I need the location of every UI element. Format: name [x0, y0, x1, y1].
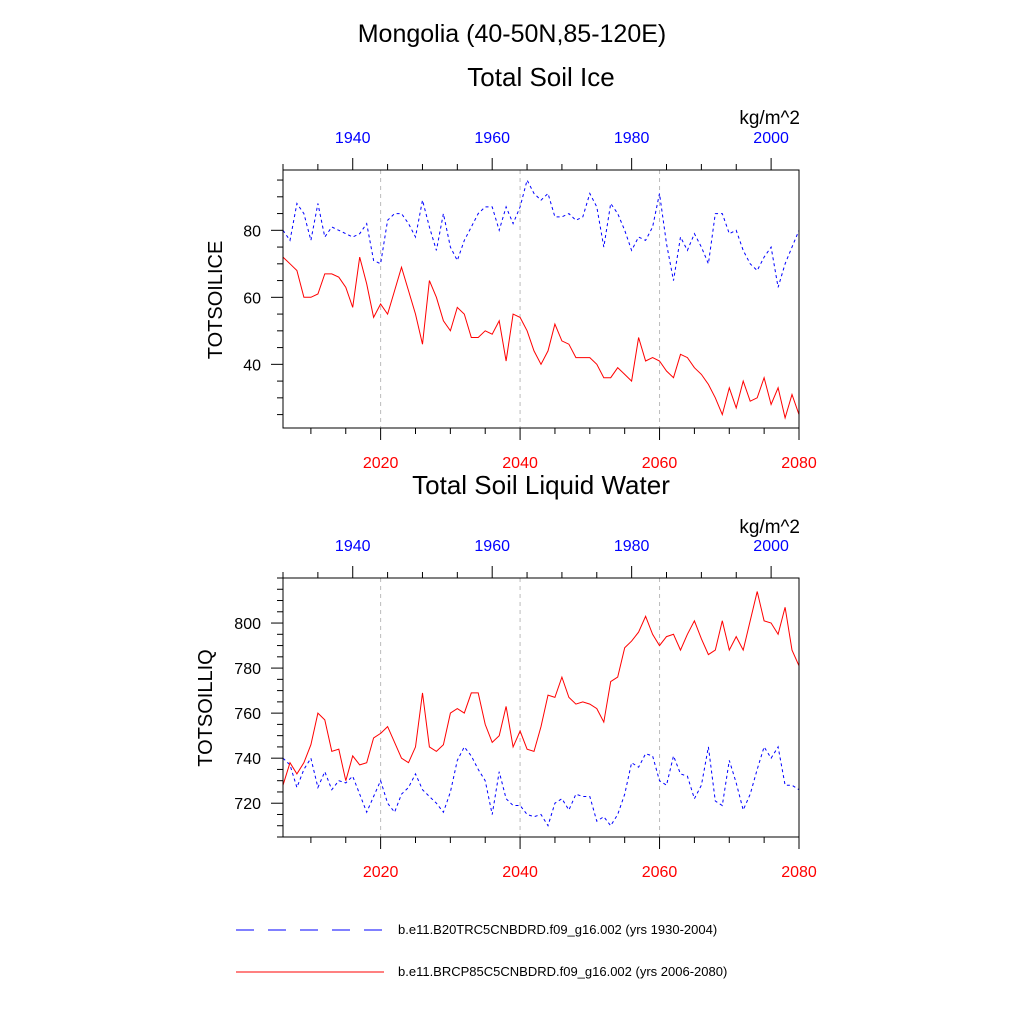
legend: b.e11.B20TRC5CNBDRD.f09_g16.002 (yrs 193…	[236, 922, 727, 979]
top-tick-label: 1980	[614, 538, 650, 555]
y-axis-label: TOTSOILICE	[205, 241, 227, 360]
bottom-tick-label: 2080	[781, 455, 817, 472]
y-axis-label: TOTSOILLIQ	[195, 649, 217, 766]
y-tick-label: 780	[234, 661, 261, 678]
bottom-tick-label: 2020	[363, 455, 399, 472]
y-tick-label: 40	[243, 357, 261, 374]
panel-total-soil-liquid-water: Total Soil Liquid Water kg/m^2 TOTSOILLI…	[195, 470, 817, 881]
y-tick-label: 60	[243, 290, 261, 307]
legend-label-historical: b.e11.B20TRC5CNBDRD.f09_g16.002 (yrs 193…	[398, 922, 717, 937]
legend-label-future: b.e11.BRCP85C5CNBDRD.f09_g16.002 (yrs 20…	[398, 964, 727, 979]
y-tick-label: 740	[234, 751, 261, 768]
top-tick-label: 1940	[335, 130, 371, 147]
figure-title: Mongolia (40-50N,85-120E)	[358, 20, 667, 48]
y-tick-label: 760	[234, 706, 261, 723]
bottom-tick-label: 2040	[502, 455, 538, 472]
y-axis-tick-labels: 40 60 80	[243, 223, 261, 374]
top-tick-label: 1960	[474, 538, 510, 555]
bottom-tick-label: 2060	[642, 864, 678, 881]
plot-frame	[282, 169, 800, 429]
top-axis-tick-labels: 1940 1960 1980 2000	[335, 130, 789, 147]
series-line-future	[282, 256, 800, 420]
y-tick-label: 80	[243, 223, 261, 240]
top-tick-label: 1960	[474, 130, 510, 147]
panel-total-soil-ice: Total Soil Ice kg/m^2 TOTSOILICE 2020 204…	[205, 62, 817, 472]
top-tick-label: 2000	[753, 538, 789, 555]
series-line-future	[282, 591, 800, 786]
top-tick-label: 1980	[614, 130, 650, 147]
panel-title: Total Soil Liquid Water	[412, 470, 670, 500]
series-line-historical	[282, 178, 800, 288]
plot-frame	[282, 577, 800, 838]
series-line-historical	[282, 745, 800, 827]
plot-area	[271, 566, 800, 849]
top-tick-label: 2000	[753, 130, 789, 147]
plot-area	[271, 158, 800, 440]
top-axis-tick-labels: 1940 1960 1980 2000	[335, 538, 789, 555]
panel-title: Total Soil Ice	[467, 62, 614, 92]
bottom-tick-label: 2020	[363, 864, 399, 881]
bottom-tick-label: 2080	[781, 864, 817, 881]
bottom-axis-tick-labels: 2020 2040 2060 2080	[363, 455, 817, 472]
panel-units: kg/m^2	[739, 517, 800, 538]
y-axis-tick-labels: 720 740 760 780 800	[234, 616, 261, 813]
panel-units: kg/m^2	[739, 108, 800, 129]
bottom-tick-label: 2040	[502, 864, 538, 881]
bottom-axis-tick-labels: 2020 2040 2060 2080	[363, 864, 817, 881]
y-tick-label: 720	[234, 796, 261, 813]
top-tick-label: 1940	[335, 538, 371, 555]
bottom-tick-label: 2060	[642, 455, 678, 472]
y-tick-label: 800	[234, 616, 261, 633]
